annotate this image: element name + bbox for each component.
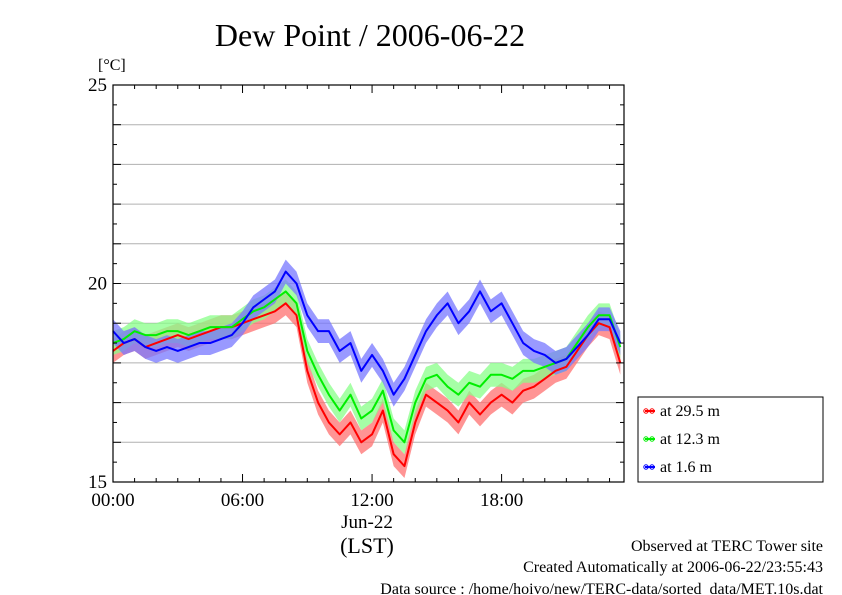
legend-marker [649, 464, 655, 470]
footer-source: Data source : /home/hoivo/new/TERC-data/… [380, 581, 823, 595]
series-line [112, 270, 622, 396]
x-tick-label: 00:00 [91, 490, 134, 511]
footer-created: Created Automatically at 2006-06-22/23:5… [523, 559, 823, 576]
legend-marker [643, 464, 649, 470]
series-line [112, 290, 622, 444]
data-lines [112, 270, 622, 468]
footer-site: Observed at TERC Tower site [631, 538, 823, 555]
series-line [112, 302, 622, 468]
axis-ticks [112, 84, 624, 483]
x-tick-labels: 00:00 06:00 12:00 18:00 [91, 490, 523, 511]
y-axis-unit: [°C] [98, 57, 126, 74]
x-axis-title: (LST) [340, 533, 394, 558]
chart-title: Dew Point / 2006-06-22 [215, 17, 525, 53]
legend-marker [649, 408, 655, 414]
legend-marker [643, 436, 649, 442]
legend-label: at 29.5 m [660, 403, 721, 420]
legend-marker [649, 436, 655, 442]
data-bands [113, 259, 621, 479]
y-tick-label: 25 [88, 75, 107, 96]
y-tick-labels: 15 20 25 [88, 75, 107, 493]
legend-marker [643, 408, 649, 414]
legend-label: at 1.6 m [660, 459, 713, 476]
x-tick-label: 18:00 [480, 490, 523, 511]
series-band [113, 291, 621, 479]
y-tick-label: 20 [88, 274, 107, 295]
grid-lines [113, 124, 624, 443]
x-axis-date-label: Jun-22 [341, 512, 393, 533]
legend-label: at 12.3 m [660, 431, 721, 448]
legend-box [637, 396, 824, 483]
x-tick-label: 12:00 [350, 490, 393, 511]
legend: at 29.5 m at 12.3 m at 1.6 m [637, 396, 824, 483]
x-tick-label: 06:00 [221, 490, 264, 511]
y-tick-label: 15 [88, 472, 107, 493]
